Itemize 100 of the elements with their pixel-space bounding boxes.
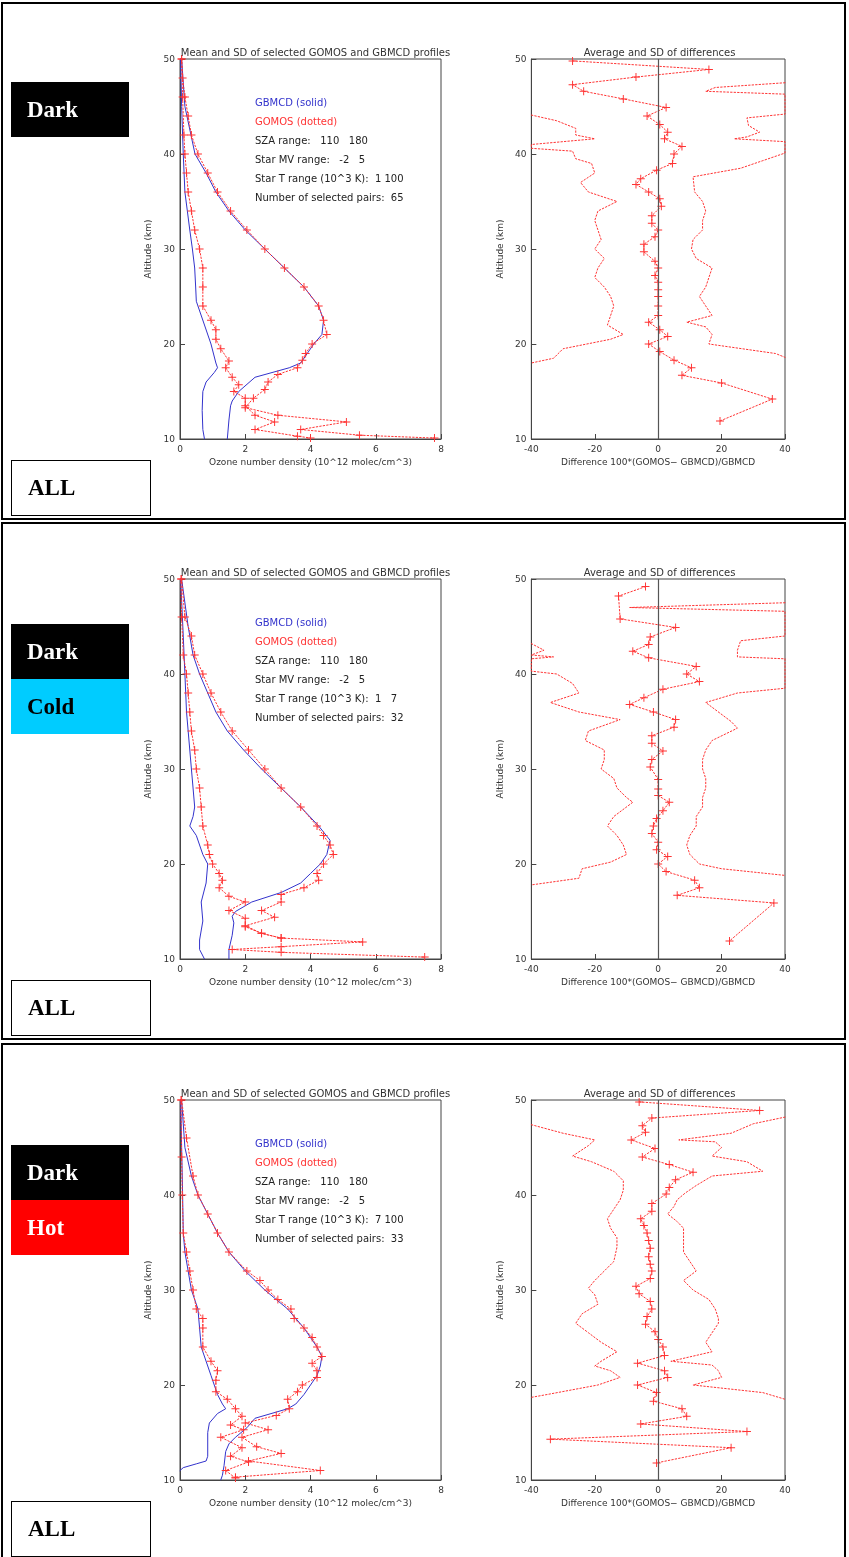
- annotation: Number of selected pairs: 65: [255, 191, 404, 203]
- x-tick-label: -40: [524, 1484, 539, 1495]
- y-tick-label: 40: [163, 149, 176, 159]
- category-label: Dark: [11, 624, 129, 679]
- y-tick-label: 40: [514, 669, 527, 679]
- chart-title: Mean and SD of selected GOMOS and GBMCD profiles: [180, 566, 451, 578]
- annotation: Star T range (10^3 K): 7 100: [255, 1213, 404, 1225]
- x-tick-label: 2: [242, 1484, 249, 1495]
- y-axis-title: Altitude (km): [494, 1260, 505, 1320]
- category-label: ALL: [11, 980, 151, 1036]
- y-tick-label: 10: [514, 1475, 527, 1485]
- x-axis-title: Difference 100*(GOMOS− GBMCD)/GBMCD: [561, 457, 756, 468]
- y-axis-title: Altitude (km): [494, 739, 505, 799]
- annotation: SZA range: 110 180: [255, 1175, 368, 1187]
- y-axis-title: Altitude (km): [143, 219, 154, 279]
- text: GOMOS (dotted): [255, 635, 338, 647]
- x-tick-label: 6: [372, 1484, 379, 1495]
- x-tick-label: 0: [655, 963, 662, 974]
- y-tick-label: 50: [163, 574, 176, 584]
- text: GBMCD (solid): [255, 96, 328, 108]
- x-tick-label: 6: [372, 443, 379, 454]
- x-tick-label: 0: [177, 1484, 184, 1495]
- annotation: Number of selected pairs: 33: [255, 1232, 404, 1244]
- x-tick-label: 2: [242, 963, 249, 974]
- y-tick-label: 40: [163, 669, 176, 679]
- y-tick-label: 10: [163, 1475, 176, 1485]
- x-tick-label: 8: [438, 963, 445, 974]
- x-axis-title: Ozone number density (10^12 molec/cm^3): [209, 457, 412, 468]
- x-tick-label: -20: [587, 963, 603, 974]
- x-tick-label: -40: [524, 443, 539, 454]
- x-tick-label: 8: [438, 443, 445, 454]
- category-label: Hot: [11, 1200, 129, 1255]
- x-tick-label: -40: [524, 963, 539, 974]
- x-axis-title: Ozone number density (10^12 molec/cm^3): [209, 977, 412, 988]
- y-tick-label: 20: [163, 339, 176, 349]
- chart-title: Mean and SD of selected GOMOS and GBMCD profiles: [180, 46, 451, 58]
- y-axis-title: Altitude (km): [494, 219, 505, 279]
- text: GOMOS (dotted): [255, 115, 338, 127]
- y-tick-label: 10: [163, 434, 176, 444]
- chart-title: Mean and SD of selected GOMOS and GBMCD profiles: [180, 1087, 451, 1099]
- y-tick-label: 20: [514, 339, 527, 349]
- x-tick-label: 0: [655, 1484, 662, 1495]
- x-tick-label: 6: [372, 963, 379, 974]
- frame: Dark ALL GBMCD (solid) GOMOS (dotted) SZA range: 110 180 Star MV range: -2 5 Star T range (10^3 K): 1 100 Number of selected pairs: 65 Altitude (km) Ozone number density (10^12 molec/cm^3) 10 20 30 40 50 0 2 4 6 8 Mean and SD of selected GOMOS and GBMCD profiles Altitude (km) Difference 100*(GOMOS− GBMCD)/GBMCD 10 20 30 40 50 -40 -20 0 20 40 Average and SD of differences: [1, 2, 846, 520]
- text: GBMCD (solid): [255, 1137, 328, 1149]
- y-tick-label: 30: [163, 764, 176, 774]
- x-tick-label: -20: [587, 1484, 603, 1495]
- x-tick-label: 40: [779, 1484, 791, 1495]
- text: GOMOS (dotted): [255, 1156, 338, 1168]
- annotation: Star T range (10^3 K): 1 100: [255, 172, 404, 184]
- y-tick-label: 20: [514, 1380, 527, 1390]
- annotation: Star T range (10^3 K): 1 7: [255, 692, 398, 704]
- category-label: ALL: [11, 1501, 151, 1557]
- category-label: Dark: [11, 1145, 129, 1200]
- frame: Dark Hot ALL GBMCD (solid) GOMOS (dotted) SZA range: 110 180 Star MV range: -2 5 Star T range (10^3 K): 7 100 Number of selected pairs: 33 Altitude (km) Ozone number density (10^12 molec/cm^3) 10 20 30 40 50 0 2 4 6 8 Mean and SD of selected GOMOS and GBMCD profiles Altitude (km) Difference 100*(GOMOS− GBMCD)/GBMCD 10 20 30 40 50 -40 -20 0 20 40 Average and SD of differences: [1, 1043, 846, 1557]
- annotation: Number of selected pairs: 32: [255, 711, 404, 723]
- annotation: SZA range: 110 180: [255, 654, 368, 666]
- text: GBMCD (solid): [255, 616, 328, 628]
- x-axis-title: Ozone number density (10^12 molec/cm^3): [209, 1498, 412, 1509]
- x-tick-label: 4: [307, 1484, 314, 1495]
- y-tick-label: 10: [514, 434, 527, 444]
- annotation: SZA range: 110 180: [255, 134, 368, 146]
- y-tick-label: 30: [163, 1285, 176, 1295]
- chart-title: Average and SD of differences: [583, 566, 736, 578]
- x-axis-title: Difference 100*(GOMOS− GBMCD)/GBMCD: [561, 1498, 756, 1509]
- y-tick-label: 20: [163, 859, 176, 869]
- y-tick-label: 10: [163, 954, 176, 964]
- y-tick-label: 50: [514, 54, 527, 64]
- frame: Dark Cold ALL GBMCD (solid) GOMOS (dotted) SZA range: 110 180 Star MV range: -2 5 Star T range (10^3 K): 1 7 Number of selected pairs: 32 Altitude (km) Ozone number density (10^12 molec/cm^3) 10 20 30 40 50 0 2 4 6 8 Mean and SD of selected GOMOS and GBMCD profiles Altitude (km) Difference 100*(GOMOS− GBMCD)/GBMCD 10 20 30 40 50 -40 -20 0 20 40 Average and SD of differences: [1, 522, 846, 1040]
- x-tick-label: 4: [307, 963, 314, 974]
- chart-title: Average and SD of differences: [583, 1087, 736, 1099]
- y-tick-label: 50: [514, 1095, 527, 1105]
- annotation: Star MV range: -2 5: [255, 153, 366, 165]
- y-tick-label: 20: [514, 859, 527, 869]
- x-tick-label: 40: [779, 443, 791, 454]
- x-tick-label: 4: [307, 443, 314, 454]
- x-tick-label: 0: [177, 443, 184, 454]
- y-tick-label: 40: [514, 1190, 527, 1200]
- category-label: Cold: [11, 679, 129, 734]
- y-tick-label: 30: [514, 244, 527, 254]
- x-axis-title: Difference 100*(GOMOS− GBMCD)/GBMCD: [561, 977, 756, 988]
- x-tick-label: 20: [715, 443, 728, 454]
- x-tick-label: 20: [715, 963, 728, 974]
- y-tick-label: 50: [163, 1095, 176, 1105]
- annotation: Star MV range: -2 5: [255, 673, 366, 685]
- y-tick-label: 40: [163, 1190, 176, 1200]
- x-tick-label: 8: [438, 1484, 445, 1495]
- x-tick-label: 0: [655, 443, 662, 454]
- y-tick-label: 30: [163, 244, 176, 254]
- x-tick-label: -20: [587, 443, 603, 454]
- chart-title: Average and SD of differences: [583, 46, 736, 58]
- annotation: Star MV range: -2 5: [255, 1194, 366, 1206]
- y-axis-title: Altitude (km): [143, 1260, 154, 1320]
- x-tick-label: 0: [177, 963, 184, 974]
- x-tick-label: 20: [715, 1484, 728, 1495]
- y-axis-title: Altitude (km): [143, 739, 154, 799]
- y-tick-label: 30: [514, 764, 527, 774]
- y-tick-label: 50: [163, 54, 176, 64]
- category-label: ALL: [11, 460, 151, 516]
- x-tick-label: 40: [779, 963, 791, 974]
